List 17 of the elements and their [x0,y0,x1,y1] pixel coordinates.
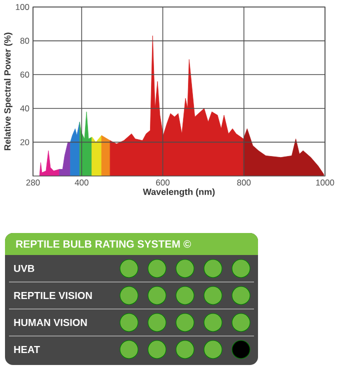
x-axis-title: Wavelength (nm) [142,188,215,197]
text: UVB [14,265,34,272]
text: REPTILE VISION [14,292,92,300]
x-tick-label: 400 [74,180,88,186]
x-tick-label: 280 [26,180,40,186]
text: REPTILE BULB RATING SYSTEM © [16,240,191,248]
text: HUMAN VISION [14,318,87,326]
x-tick-label: 1000 [316,180,334,186]
x-tick-label: 800 [237,180,251,186]
y-tick-label: 80 [20,38,30,44]
y-tick-label: 100 [16,4,30,10]
y-tick-label: 20 [20,139,30,146]
y-tick-label: 60 [20,72,30,78]
y-tick-label: 40 [20,105,30,112]
text: HEAT [14,346,40,353]
y-axis-title: Relative Spectral Power (%) [4,32,12,150]
x-tick-label: 600 [156,180,170,186]
